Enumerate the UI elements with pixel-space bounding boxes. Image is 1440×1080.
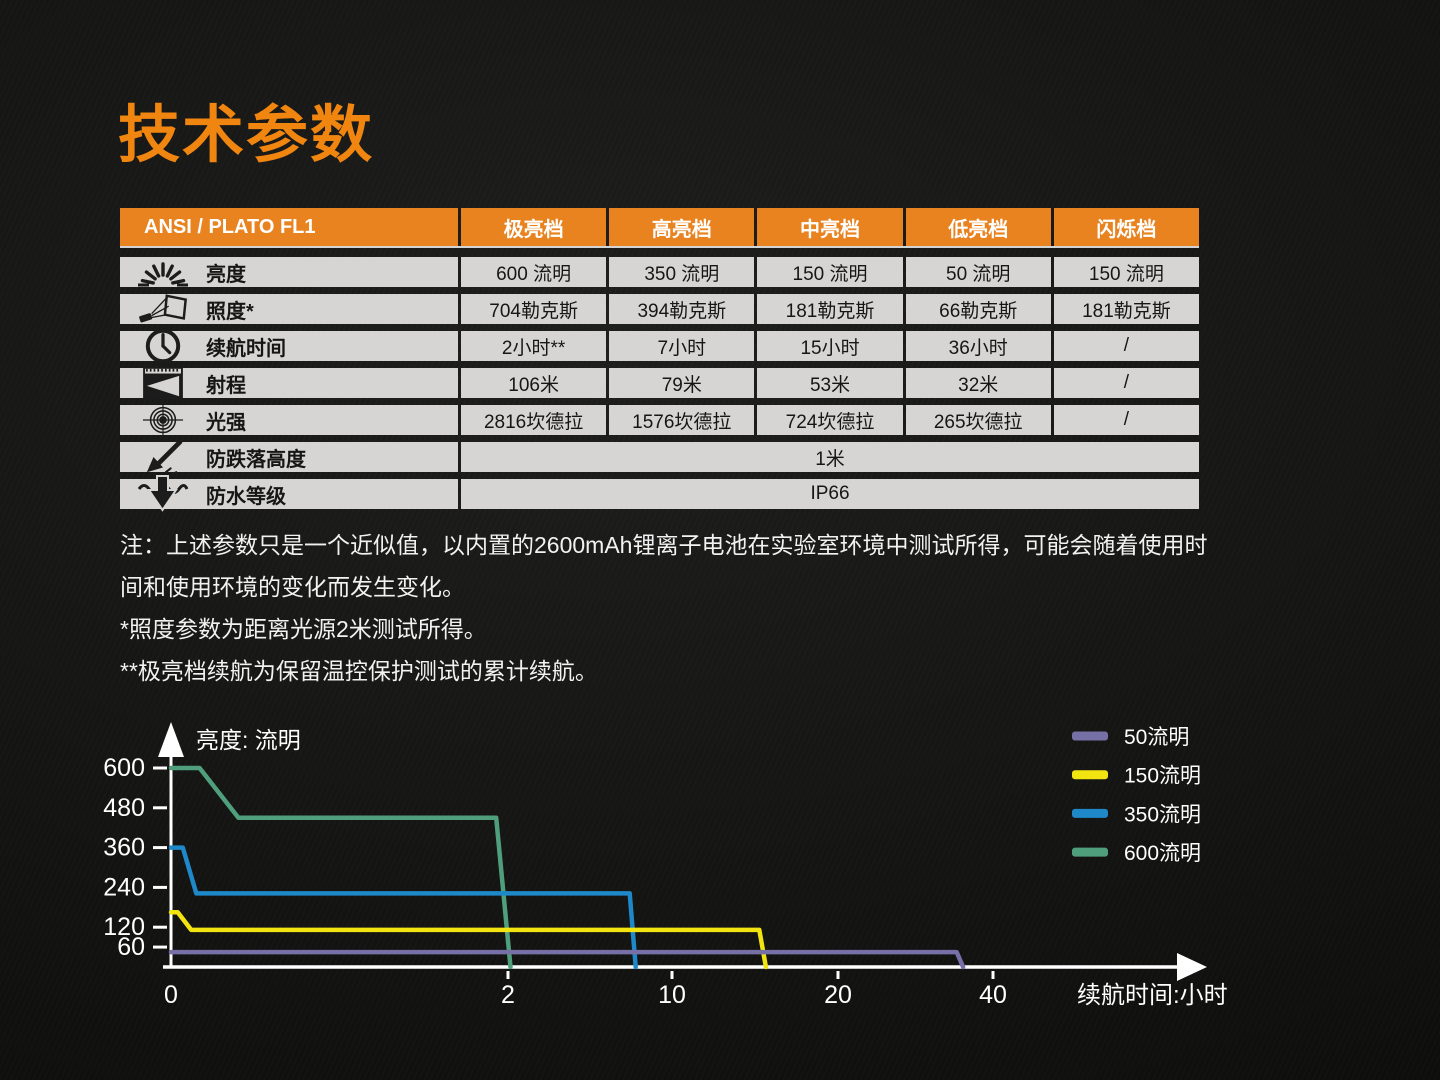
table-row: 续航时间 2小时** 7小时 15小时 36小时 /	[120, 328, 1200, 364]
value-cell: 79米	[609, 368, 755, 398]
table-row: 光强 2816坎德拉 1576坎德拉 724坎德拉 265坎德拉 /	[120, 399, 1200, 441]
spec-table: ANSI / PLATO FL1 极亮档 高亮档 中亮档 低亮档 闪烁档 亮度 600 流明…	[120, 208, 1200, 516]
x-tick-label: 2	[501, 981, 515, 1009]
series-line-50流明	[168, 949, 966, 970]
x-tick-label: 10	[658, 981, 686, 1009]
legend-swatch	[1072, 808, 1108, 818]
value-cell: 53米	[757, 368, 903, 398]
column-header: 极亮档	[461, 208, 607, 246]
illuminance-icon	[120, 292, 206, 326]
impact-resistance-icon	[120, 438, 206, 477]
chart-x-axis-title: 续航时间:小时	[1077, 982, 1228, 1009]
row-label-cell: 射程	[120, 365, 458, 401]
merged-value-cell: IP66	[461, 479, 1199, 509]
row-label-cell: 防跌落高度	[120, 439, 458, 477]
value-cell: 50 流明	[905, 257, 1051, 287]
row-label: 光强	[206, 411, 246, 434]
x-tick-label: 0	[164, 981, 178, 1009]
note-turbo-runtime: **极亮档续航为保留温控保护测试的累计续航。	[120, 658, 598, 684]
y-tick-label: 360	[103, 834, 145, 862]
value-cell: 7小时	[609, 331, 755, 361]
y-tick-label: 480	[103, 794, 145, 822]
y-tick-label: 600	[103, 754, 145, 782]
column-header: 高亮档	[609, 208, 755, 246]
legend-swatch	[1072, 770, 1108, 780]
value-cell: 106米	[461, 368, 607, 398]
row-label-cell: 照度*	[120, 294, 458, 324]
page-title: 技术参数	[118, 101, 375, 170]
chart-y-axis-title: 亮度: 流明	[196, 727, 301, 753]
value-cell: 150 流明	[757, 257, 903, 287]
value-cell: 600 流明	[461, 257, 607, 287]
column-header: 中亮档	[757, 208, 903, 246]
row-label-cell: 防水等级	[120, 475, 458, 512]
series-line-150流明	[168, 910, 769, 970]
value-cell: 66勒克斯	[905, 294, 1051, 324]
value-cell: 704勒克斯	[461, 294, 607, 324]
beam-distance-icon	[120, 365, 206, 401]
value-cell: 32米	[905, 368, 1051, 398]
legend-swatch	[1072, 731, 1108, 741]
row-label-cell: 光强	[120, 399, 458, 441]
table-header-label: ANSI / PLATO FL1	[120, 208, 458, 246]
value-cell: 181勒克斯	[1053, 294, 1200, 324]
column-header: 闪烁档	[1053, 208, 1200, 246]
notes: 注：上述参数只是一个近似值，以内置的2600mAh锂离子电池在实验室环境中测试所…	[120, 524, 1212, 692]
value-cell: /	[1053, 331, 1200, 361]
column-header: 低亮档	[905, 208, 1051, 246]
row-label: 续航时间	[206, 337, 286, 360]
x-tick-label: 20	[824, 981, 852, 1009]
value-cell: 181勒克斯	[757, 294, 903, 324]
value-cell: 1576坎德拉	[609, 405, 755, 435]
value-cell: /	[1053, 368, 1200, 398]
legend-label: 350流明	[1124, 803, 1201, 826]
y-tick-label: 240	[103, 873, 145, 901]
series-line-350流明	[168, 845, 638, 970]
intensity-icon	[120, 399, 206, 441]
row-label: 防跌落高度	[206, 448, 306, 471]
note-general: 注：上述参数只是一个近似值，以内置的2600mAh锂离子电池在实验室环境中测试所…	[120, 532, 1208, 600]
value-cell: 2816坎德拉	[461, 405, 607, 435]
legend-swatch	[1072, 847, 1108, 857]
series-line-600流明	[168, 765, 513, 970]
y-tick-label: 120	[103, 913, 145, 941]
waterproof-icon	[120, 474, 206, 514]
table-row: 亮度 600 流明 350 流明 150 流明 50 流明 150 流明	[120, 257, 1200, 287]
value-cell: 724坎德拉	[757, 405, 903, 435]
value-cell: 394勒克斯	[609, 294, 755, 324]
row-label: 照度*	[206, 300, 254, 323]
row-label: 防水等级	[206, 485, 286, 508]
y-axis-arrow-icon	[158, 722, 184, 757]
runtime-icon	[120, 327, 206, 365]
brightness-icon	[120, 255, 206, 289]
value-cell: 36小时	[905, 331, 1051, 361]
legend-label: 150流明	[1124, 765, 1201, 788]
table-row: 射程 106米 79米 53米 32米 /	[120, 365, 1200, 401]
value-cell: 265坎德拉	[905, 405, 1051, 435]
value-cell: 150 流明	[1053, 257, 1200, 287]
table-header-row: ANSI / PLATO FL1 极亮档 高亮档 中亮档 低亮档 闪烁档	[120, 208, 1200, 246]
row-label: 射程	[206, 374, 246, 397]
row-label-cell: 续航时间	[120, 328, 458, 364]
row-label-cell: 亮度	[120, 257, 458, 287]
value-cell: 15小时	[757, 331, 903, 361]
value-cell: 2小时**	[461, 331, 607, 361]
value-cell: /	[1053, 405, 1200, 435]
legend-label: 50流明	[1124, 726, 1189, 749]
note-illuminance: *照度参数为距离光源2米测试所得。	[120, 616, 487, 642]
table-row: 防水等级 IP66	[120, 475, 1199, 512]
legend-label: 600流明	[1124, 842, 1201, 865]
merged-value-cell: 1米	[461, 442, 1199, 472]
y-tick-label: 60	[117, 933, 145, 961]
value-cell: 350 流明	[609, 257, 755, 287]
x-tick-label: 40	[979, 981, 1007, 1009]
table-row: 防跌落高度 1米	[120, 439, 1199, 477]
table-row: 照度* 704勒克斯 394勒克斯 181勒克斯 66勒克斯 181勒克斯	[120, 294, 1200, 324]
row-label: 亮度	[206, 263, 246, 286]
x-axis-arrow-icon	[1177, 953, 1207, 981]
